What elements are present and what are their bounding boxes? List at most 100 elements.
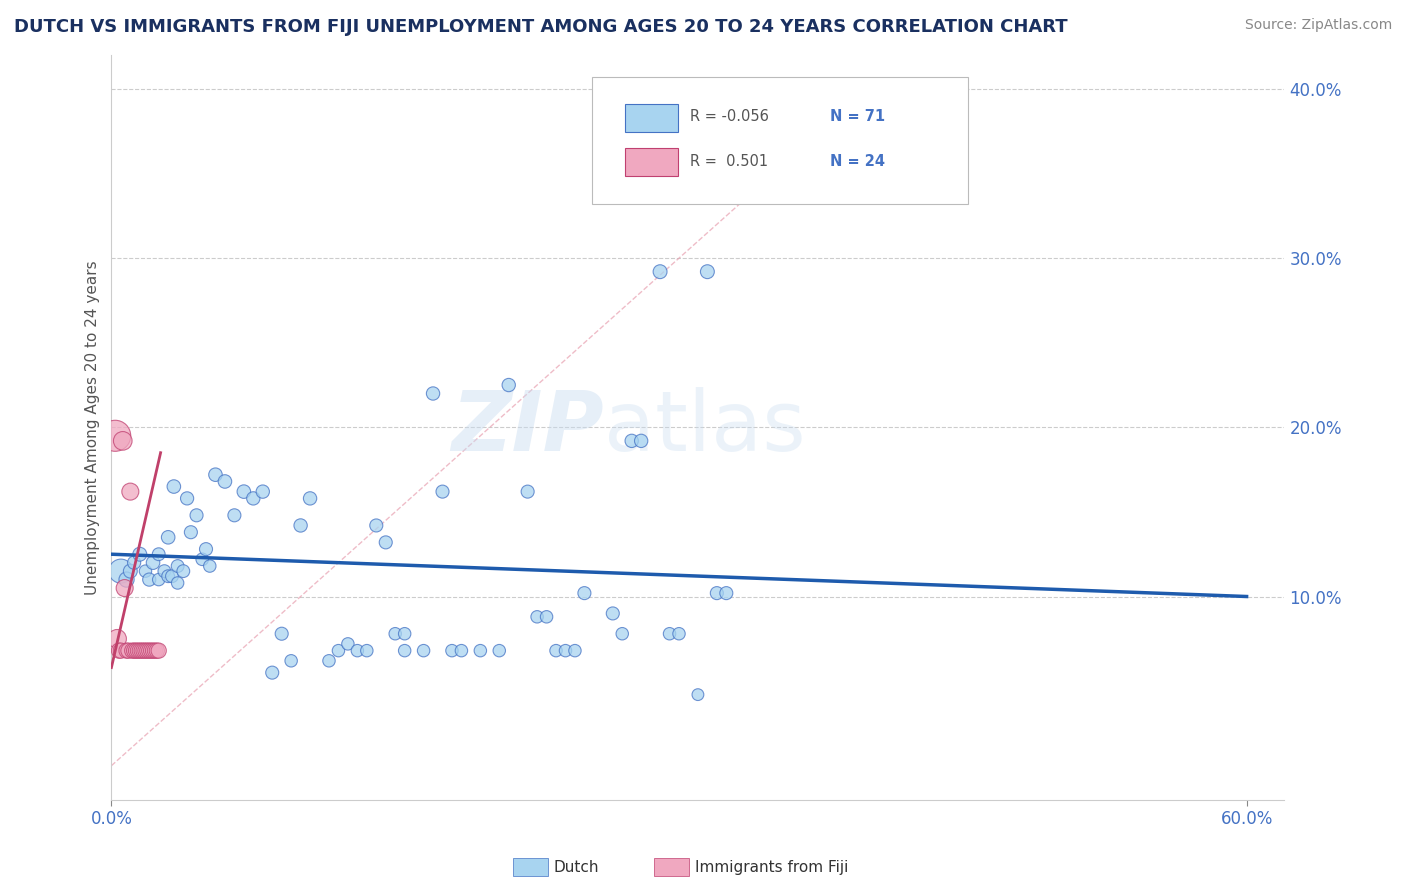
Point bbox=[290, 518, 312, 533]
Point bbox=[139, 643, 162, 657]
Point bbox=[105, 632, 128, 646]
Point bbox=[526, 609, 548, 624]
Point bbox=[384, 626, 406, 640]
Text: R = -0.056: R = -0.056 bbox=[690, 110, 769, 124]
Point bbox=[148, 547, 170, 561]
Point bbox=[374, 535, 396, 549]
Point bbox=[115, 573, 138, 587]
Point bbox=[114, 581, 136, 595]
Point bbox=[658, 626, 681, 640]
Point bbox=[450, 643, 472, 657]
Text: R =  0.501: R = 0.501 bbox=[690, 154, 768, 169]
Point bbox=[142, 643, 165, 657]
Point bbox=[412, 643, 434, 657]
Point bbox=[366, 518, 388, 533]
Point bbox=[346, 643, 368, 657]
Text: atlas: atlas bbox=[605, 387, 806, 467]
Point bbox=[136, 643, 159, 657]
Point bbox=[134, 643, 156, 657]
Point bbox=[336, 637, 359, 651]
Point bbox=[195, 542, 218, 557]
Point bbox=[554, 643, 576, 657]
Point bbox=[128, 547, 150, 561]
Point bbox=[716, 586, 738, 600]
Point bbox=[166, 576, 188, 591]
Point bbox=[574, 586, 596, 600]
Text: N = 71: N = 71 bbox=[831, 110, 886, 124]
Point bbox=[299, 491, 322, 506]
Text: Immigrants from Fiji: Immigrants from Fiji bbox=[695, 860, 848, 874]
Point bbox=[111, 434, 134, 448]
Point bbox=[470, 643, 492, 657]
Point bbox=[191, 552, 214, 566]
Point bbox=[232, 484, 254, 499]
Point bbox=[440, 643, 463, 657]
Point bbox=[122, 643, 145, 657]
Point bbox=[242, 491, 264, 506]
Point bbox=[214, 475, 236, 489]
Point bbox=[536, 609, 558, 624]
Point bbox=[132, 643, 155, 657]
Point bbox=[160, 569, 183, 583]
Text: Dutch: Dutch bbox=[554, 860, 599, 874]
Point bbox=[153, 564, 176, 578]
Point bbox=[121, 643, 143, 657]
Point bbox=[176, 491, 198, 506]
FancyBboxPatch shape bbox=[626, 148, 678, 177]
Point bbox=[544, 643, 567, 657]
Point bbox=[131, 643, 153, 657]
Point bbox=[146, 643, 169, 657]
Point bbox=[620, 434, 643, 448]
Point bbox=[394, 626, 416, 640]
Point bbox=[163, 479, 186, 493]
FancyBboxPatch shape bbox=[626, 103, 678, 132]
Point bbox=[706, 586, 728, 600]
Point bbox=[122, 556, 145, 570]
Point bbox=[128, 643, 150, 657]
Point bbox=[270, 626, 292, 640]
Point bbox=[108, 643, 131, 657]
Point bbox=[224, 508, 246, 523]
Point bbox=[252, 484, 274, 499]
Point bbox=[498, 378, 520, 392]
FancyBboxPatch shape bbox=[592, 78, 967, 204]
Point bbox=[204, 467, 226, 482]
Point bbox=[138, 643, 160, 657]
Point bbox=[564, 643, 586, 657]
Text: ZIP: ZIP bbox=[451, 387, 605, 467]
Point bbox=[120, 564, 142, 578]
Point bbox=[134, 564, 156, 578]
Point bbox=[668, 626, 690, 640]
Point bbox=[516, 484, 538, 499]
Point bbox=[198, 559, 221, 574]
Point bbox=[148, 643, 170, 657]
Point bbox=[356, 643, 378, 657]
Point bbox=[125, 643, 148, 657]
Point bbox=[120, 484, 142, 499]
Point bbox=[117, 643, 139, 657]
Point bbox=[394, 643, 416, 657]
Y-axis label: Unemployment Among Ages 20 to 24 years: Unemployment Among Ages 20 to 24 years bbox=[86, 260, 100, 595]
Point bbox=[686, 688, 709, 702]
Point bbox=[127, 643, 149, 657]
Point bbox=[432, 484, 454, 499]
Point bbox=[648, 265, 671, 279]
Point bbox=[110, 643, 132, 657]
Point bbox=[612, 626, 634, 640]
Point bbox=[602, 607, 624, 621]
Point bbox=[318, 654, 340, 668]
Point bbox=[262, 665, 284, 680]
Point bbox=[104, 429, 127, 443]
Point bbox=[422, 386, 444, 401]
Point bbox=[157, 569, 180, 583]
Point bbox=[180, 525, 202, 540]
Point bbox=[328, 643, 350, 657]
Text: N = 24: N = 24 bbox=[831, 154, 886, 169]
Point bbox=[172, 564, 194, 578]
Point bbox=[115, 643, 138, 657]
Text: Source: ZipAtlas.com: Source: ZipAtlas.com bbox=[1244, 18, 1392, 32]
Text: DUTCH VS IMMIGRANTS FROM FIJI UNEMPLOYMENT AMONG AGES 20 TO 24 YEARS CORRELATION: DUTCH VS IMMIGRANTS FROM FIJI UNEMPLOYME… bbox=[14, 18, 1067, 36]
Point bbox=[148, 573, 170, 587]
Point bbox=[630, 434, 652, 448]
Point bbox=[143, 643, 166, 657]
